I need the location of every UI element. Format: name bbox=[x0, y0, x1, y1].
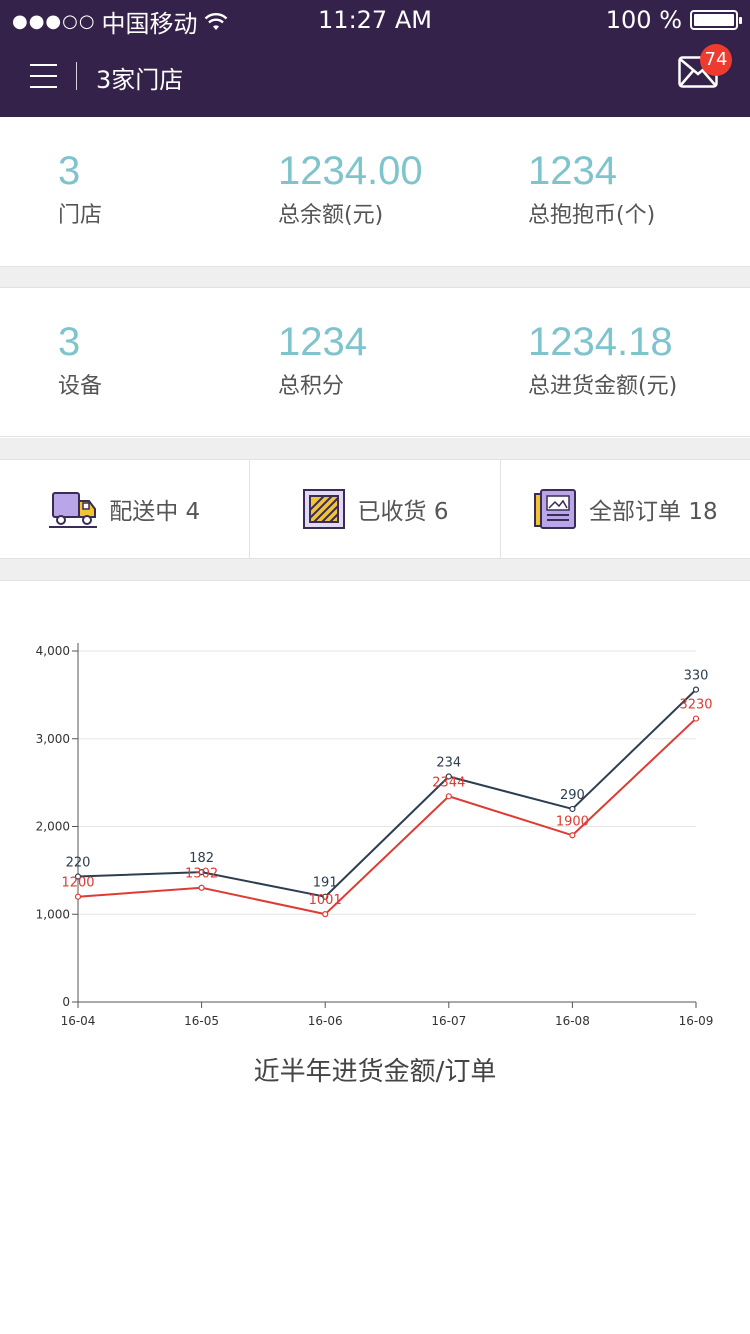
stat-label: 总抱抱币(个) bbox=[528, 203, 656, 228]
stat-value: 1234.18 bbox=[528, 320, 673, 364]
purchase-line-chart: 0 1,000 2,000 3,000 4,000 16-04 16-05 16-06 16-0… bbox=[36, 643, 714, 1028]
stat-label: 总余额(元) bbox=[278, 203, 384, 228]
y-tick-label: 4,000 bbox=[36, 644, 70, 658]
data-label: 1900 bbox=[556, 814, 589, 829]
battery-icon bbox=[690, 10, 742, 30]
stats-row-1: 3 门店 1234.00 总余额(元) 1234 总抱抱币(个) bbox=[0, 117, 750, 267]
data-label: 330 bbox=[684, 669, 709, 684]
data-label: 1200 bbox=[61, 876, 94, 891]
order-received[interactable]: 已收货 6 bbox=[249, 460, 499, 558]
stats-row-2: 3 设备 1234 总积分 1234.18 总进货金额(元) bbox=[0, 287, 750, 437]
carrier-name: 中国移动 bbox=[101, 10, 198, 38]
data-label: 2344 bbox=[432, 775, 465, 790]
data-label: 191 bbox=[313, 876, 338, 891]
stat-label: 总进货金额(元) bbox=[528, 374, 678, 399]
section-gap bbox=[0, 267, 750, 287]
battery-fill bbox=[694, 14, 734, 26]
signal-strength-icon: ●●●○○ bbox=[12, 11, 96, 32]
status-bar: ●●●○○ 中国移动 11:27 AM 100 % bbox=[0, 0, 750, 40]
stat-value: 3 bbox=[58, 149, 81, 193]
data-point bbox=[74, 873, 82, 880]
data-point bbox=[445, 793, 452, 800]
order-delivering[interactable]: 配送中 4 bbox=[0, 460, 249, 558]
data-label: 3230 bbox=[679, 698, 712, 713]
battery-percent: 100 % bbox=[605, 6, 682, 34]
order-all[interactable]: 全部订单 18 bbox=[499, 460, 750, 558]
stat-label: 总积分 bbox=[278, 374, 345, 399]
data-label: 182 bbox=[189, 851, 214, 866]
app-header: ●●●○○ 中国移动 11:27 AM 100 % 3家门店 bbox=[0, 0, 750, 117]
data-point bbox=[198, 884, 205, 891]
stat-value: 1234 bbox=[528, 149, 617, 193]
nav-divider bbox=[76, 62, 77, 90]
delivery-truck-icon bbox=[49, 492, 98, 528]
data-label: 1001 bbox=[309, 893, 342, 908]
status-time: 11:27 AM bbox=[318, 6, 432, 34]
y-tick-label: 1,000 bbox=[36, 907, 70, 921]
order-delivering-label: 配送中 4 bbox=[109, 499, 201, 525]
x-tick-label: 16-05 bbox=[184, 1014, 219, 1028]
x-tick-label: 16-09 bbox=[679, 1014, 714, 1028]
order-status-bar: 配送中 4 已收货 6 全部订单 18 bbox=[0, 459, 750, 559]
stat-value: 1234 bbox=[278, 320, 367, 364]
data-point bbox=[445, 773, 452, 780]
data-point bbox=[692, 686, 700, 693]
received-box-icon bbox=[302, 489, 345, 529]
stat-value: 1234.00 bbox=[278, 149, 423, 193]
status-right: 100 % bbox=[605, 6, 742, 34]
data-label: 1302 bbox=[185, 867, 218, 882]
store-count-title[interactable]: 3家门店 bbox=[96, 66, 184, 94]
data-point bbox=[74, 893, 82, 900]
section-gap bbox=[0, 559, 750, 580]
series-line-1 bbox=[77, 717, 697, 916]
y-tick-label: 3,000 bbox=[36, 732, 70, 746]
order-received-label: 已收货 6 bbox=[357, 499, 449, 525]
data-point bbox=[692, 715, 700, 722]
data-label: 220 bbox=[66, 856, 91, 871]
status-left: ●●●○○ 中国移动 bbox=[12, 4, 228, 39]
stat-stores[interactable]: 3 门店 bbox=[58, 147, 102, 229]
x-tick-label: 16-07 bbox=[431, 1014, 466, 1028]
stat-devices[interactable]: 3 设备 bbox=[58, 318, 102, 400]
order-list-icon bbox=[534, 489, 577, 529]
data-label: 290 bbox=[560, 788, 585, 803]
menu-icon[interactable] bbox=[30, 64, 57, 88]
data-point bbox=[569, 832, 576, 839]
y-tick-label: 2,000 bbox=[36, 820, 70, 834]
data-label: 234 bbox=[436, 755, 461, 770]
x-tick-label: 16-08 bbox=[555, 1014, 590, 1028]
stat-value: 3 bbox=[58, 320, 81, 364]
data-point bbox=[322, 911, 329, 918]
stat-label: 门店 bbox=[58, 203, 103, 228]
stat-total-points[interactable]: 1234 总积分 bbox=[278, 318, 367, 400]
stat-total-coins[interactable]: 1234 总抱抱币(个) bbox=[528, 147, 655, 229]
x-tick-label: 16-06 bbox=[308, 1014, 343, 1028]
stat-total-purchase[interactable]: 1234.18 总进货金额(元) bbox=[528, 318, 677, 400]
chart-title: 近半年进货金额/订单 bbox=[253, 1057, 497, 1087]
navbar: 3家门店 74 bbox=[0, 40, 750, 117]
x-tick-label: 16-04 bbox=[61, 1014, 96, 1028]
stat-label: 设备 bbox=[58, 374, 103, 399]
series-line-0 bbox=[77, 688, 697, 898]
purchase-chart-section: 0 1,000 2,000 3,000 4,000 16-04 16-05 16-06 16-0… bbox=[0, 580, 750, 1334]
data-point bbox=[569, 805, 576, 813]
stat-total-balance[interactable]: 1234.00 总余额(元) bbox=[278, 147, 423, 229]
data-point bbox=[322, 893, 329, 900]
section-gap bbox=[0, 438, 750, 459]
y-tick-label: 0 bbox=[62, 995, 70, 1009]
mail-badge: 74 bbox=[700, 44, 732, 76]
wifi-icon bbox=[204, 12, 227, 30]
order-all-label: 全部订单 18 bbox=[589, 499, 718, 525]
data-point bbox=[198, 869, 205, 876]
